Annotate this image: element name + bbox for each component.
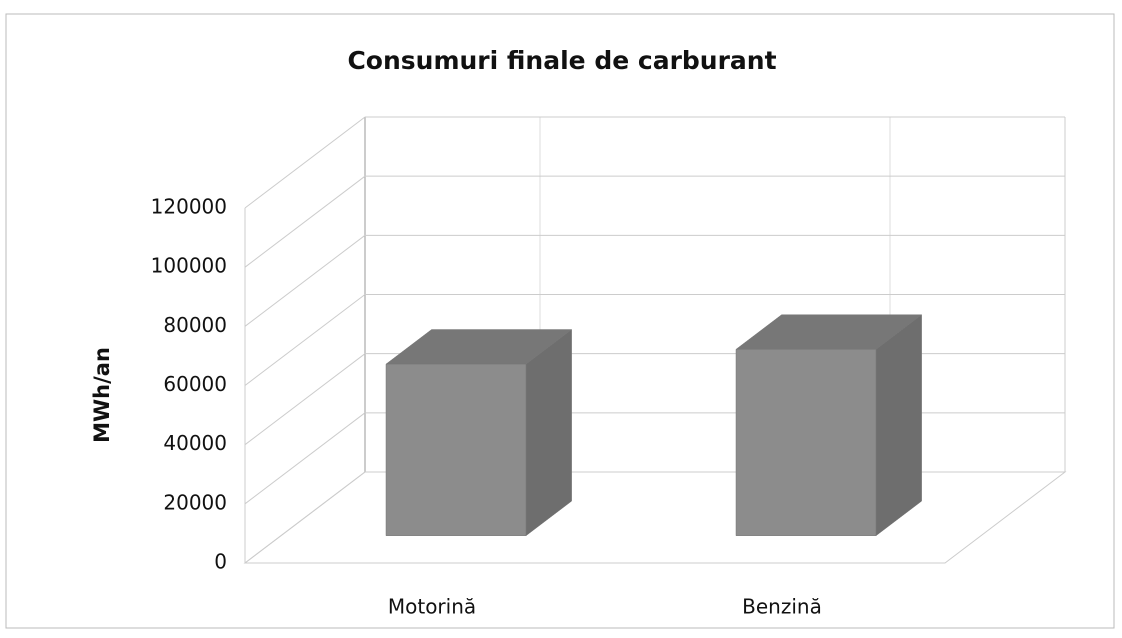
y-axis-label: MWh/an — [90, 347, 114, 443]
y-tick-label: 100000 — [151, 254, 227, 278]
chart-title: Consumuri finale de carburant — [347, 46, 776, 75]
y-tick-label: 40000 — [163, 431, 227, 455]
y-tick-label: 20000 — [163, 490, 227, 514]
x-tick-label: Motorină — [388, 595, 476, 619]
grid-line — [244, 353, 366, 446]
grid-line — [244, 175, 366, 268]
grid-line — [244, 294, 366, 386]
grid-line — [244, 471, 366, 564]
bar-front — [735, 349, 877, 536]
y-tick-label: 0 — [214, 550, 227, 574]
bar — [385, 329, 573, 537]
bar-front — [385, 363, 527, 536]
chart-border — [5, 13, 1115, 629]
x-tick-label: Benzină — [742, 595, 822, 619]
bar-side — [525, 329, 572, 537]
grid-line — [244, 234, 366, 327]
bar — [735, 314, 923, 537]
bar-side — [875, 314, 922, 537]
y-tick-label: 60000 — [163, 372, 227, 396]
y-tick-label: 120000 — [151, 195, 227, 219]
y-tick-label: 80000 — [163, 313, 227, 337]
grid-line — [244, 116, 366, 209]
grid-line — [244, 412, 366, 505]
